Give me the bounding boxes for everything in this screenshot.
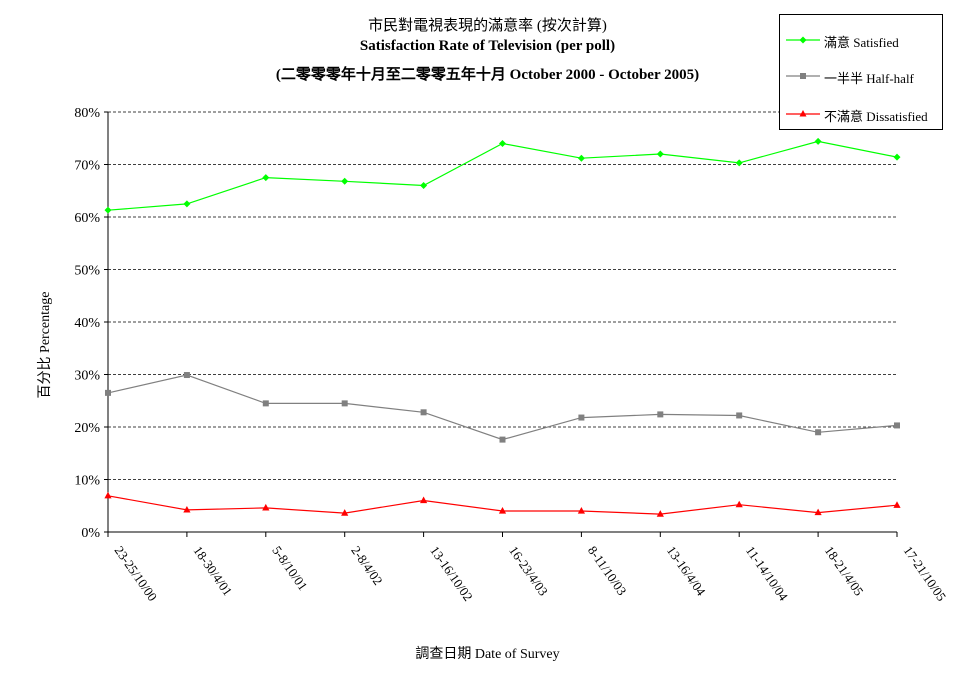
gridlines	[108, 111, 897, 480]
x-tick-label: 5-8/10/01	[269, 543, 310, 593]
data-point-dissatisfied	[104, 491, 112, 499]
x-tick-label: 11-14/10/04	[743, 543, 792, 604]
x-tick-label: 13-16/10/02	[427, 543, 476, 604]
x-tick-labels: 23-25/10/00 18-30/4/01 5-8/10/01 2-8/4/02 13…	[112, 543, 950, 604]
data-point-satisfied	[262, 174, 270, 182]
x-tick-label: 8-11/10/03	[585, 543, 630, 598]
data-point-dissatisfied	[498, 507, 507, 514]
legend: 滿意 Satisfied 一半半 Half-half 不滿意 Dissatisf…	[779, 14, 943, 130]
data-point-dissatisfied	[341, 509, 349, 516]
data-point-dissatisfied	[577, 507, 585, 514]
legend-label-half-half: 一半半 Half-half	[824, 71, 914, 86]
y-tick-labels: 0% 10% 20% 30% 40% 50% 60% 70% 80%	[74, 106, 100, 541]
data-point-dissatisfied	[814, 508, 822, 516]
axes	[104, 111, 898, 537]
data-point-half-half	[578, 414, 585, 421]
x-axis-title: 調查日期 Date of Survey	[415, 647, 560, 662]
data-point-satisfied	[183, 200, 191, 208]
legend-label-satisfied: 滿意 Satisfied	[824, 35, 899, 50]
series-half-half	[105, 372, 900, 443]
legend-swatch-dissatisfied	[786, 110, 820, 117]
data-point-dissatisfied	[420, 496, 428, 504]
data-point-dissatisfied	[893, 501, 901, 508]
data-point-half-half	[894, 422, 900, 429]
chart-title: 市民對電視表現的滿意率 (按次計算)	[368, 18, 607, 34]
series-line-half-half	[107, 374, 898, 441]
series-layer	[104, 137, 901, 517]
data-point-satisfied	[420, 182, 428, 189]
legend-swatch-half-half	[786, 73, 820, 79]
data-point-satisfied	[499, 140, 506, 147]
data-point-half-half	[420, 409, 427, 416]
y-tick-label: 60%	[74, 211, 100, 226]
y-tick-label: 20%	[74, 421, 100, 436]
y-tick-label: 70%	[74, 159, 100, 174]
legend-swatch-satisfied	[786, 36, 820, 44]
x-tick-label: 2-8/4/02	[348, 543, 386, 588]
data-point-satisfied	[893, 153, 901, 161]
data-point-half-half	[262, 400, 269, 407]
legend-label-dissatisfied: 不滿意 Dissatisfied	[824, 109, 928, 124]
x-tick-label: 13-16/4/04	[664, 543, 709, 599]
y-tick-label: 10%	[74, 474, 100, 489]
data-point-half-half	[657, 411, 664, 418]
y-tick-label: 50%	[74, 264, 100, 279]
data-point-satisfied	[656, 150, 664, 158]
series-line-satisfied	[107, 140, 898, 211]
data-point-satisfied	[104, 206, 112, 214]
data-point-satisfied	[577, 154, 585, 162]
data-point-dissatisfied	[183, 505, 191, 513]
data-point-dissatisfied	[656, 510, 664, 517]
data-point-satisfied	[735, 159, 743, 167]
data-point-half-half	[183, 372, 190, 379]
series-satisfied	[104, 137, 901, 214]
y-tick-label: 40%	[74, 316, 100, 331]
x-tick-label: 23-25/10/00	[112, 543, 161, 604]
data-point-half-half	[499, 436, 506, 443]
data-point-dissatisfied	[735, 500, 743, 508]
data-point-satisfied	[814, 137, 822, 145]
chart-date-range: (二零零零年十月至二零零五年十月 October 2000 - October …	[275, 67, 700, 83]
series-dissatisfied	[104, 491, 901, 517]
data-point-satisfied	[341, 177, 349, 185]
x-tick-label: 16-23/4/03	[506, 543, 551, 598]
y-tick-label: 0%	[81, 526, 100, 541]
data-point-dissatisfied	[262, 503, 270, 511]
x-tick-label: 18-21/4/05	[822, 543, 867, 598]
x-tick-label: 17-21/10/05	[901, 543, 950, 604]
data-point-half-half	[105, 389, 111, 396]
y-tick-label: 30%	[74, 369, 100, 384]
data-point-half-half	[736, 412, 743, 419]
y-tick-label: 80%	[74, 106, 100, 121]
data-point-half-half	[341, 400, 348, 407]
data-point-half-half	[815, 429, 822, 436]
x-tick-label: 18-30/4/01	[190, 543, 235, 598]
y-axis-title: 百分比 Percentage	[38, 291, 53, 399]
legend-item-satisfied: 滿意 Satisfied	[780, 30, 942, 50]
legend-item-half-half: 一半半 Half-half	[780, 66, 942, 86]
chart-subtitle: Satisfaction Rate of Television (per pol…	[359, 38, 616, 54]
legend-item-dissatisfied: 不滿意 Dissatisfied	[780, 104, 942, 124]
